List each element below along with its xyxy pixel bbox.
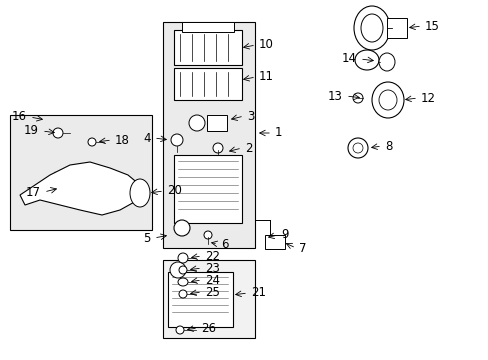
Ellipse shape: [371, 82, 403, 118]
Circle shape: [176, 326, 183, 334]
Text: 13: 13: [327, 90, 342, 103]
Text: 6: 6: [221, 238, 228, 251]
Bar: [174, 30, 242, 65]
Circle shape: [352, 143, 362, 153]
Circle shape: [178, 253, 187, 263]
Bar: [206, 115, 226, 131]
Text: 26: 26: [201, 321, 216, 334]
Bar: [163, 22, 254, 248]
Text: 1: 1: [274, 126, 282, 139]
Text: 4: 4: [143, 131, 151, 144]
Ellipse shape: [130, 179, 150, 207]
Circle shape: [88, 138, 96, 146]
Ellipse shape: [353, 6, 389, 50]
Circle shape: [171, 134, 183, 146]
Text: 2: 2: [244, 141, 252, 154]
Text: 17: 17: [26, 185, 41, 198]
Ellipse shape: [214, 157, 222, 165]
Text: 25: 25: [204, 285, 220, 298]
Bar: [264, 235, 285, 249]
Bar: [174, 68, 242, 100]
Text: 20: 20: [167, 184, 182, 198]
Circle shape: [53, 128, 63, 138]
Ellipse shape: [203, 231, 212, 239]
Circle shape: [174, 220, 190, 236]
Bar: [386, 18, 406, 38]
Polygon shape: [20, 162, 140, 215]
Bar: [10, 115, 152, 230]
Ellipse shape: [360, 14, 382, 42]
Circle shape: [347, 138, 367, 158]
Text: 23: 23: [204, 261, 220, 274]
Bar: [182, 22, 234, 32]
Ellipse shape: [378, 90, 396, 110]
Ellipse shape: [213, 143, 223, 153]
Text: 18: 18: [115, 134, 130, 147]
Text: 11: 11: [259, 71, 273, 84]
Ellipse shape: [378, 53, 394, 71]
Text: 7: 7: [298, 242, 306, 255]
Bar: [168, 272, 232, 327]
Text: 3: 3: [246, 109, 254, 122]
Ellipse shape: [170, 262, 185, 278]
Text: 12: 12: [420, 91, 435, 104]
Text: 24: 24: [204, 274, 220, 287]
Bar: [174, 155, 242, 223]
Text: 22: 22: [204, 249, 220, 262]
Text: 5: 5: [143, 231, 151, 244]
Bar: [163, 260, 254, 338]
Text: 21: 21: [250, 287, 265, 300]
Text: 16: 16: [12, 111, 27, 123]
Ellipse shape: [189, 115, 204, 131]
Circle shape: [179, 290, 186, 298]
Circle shape: [352, 93, 362, 103]
Text: 14: 14: [341, 53, 356, 66]
Text: 10: 10: [259, 39, 273, 51]
Text: 15: 15: [424, 19, 439, 32]
Text: 8: 8: [384, 139, 391, 153]
Circle shape: [179, 266, 186, 274]
Text: 19: 19: [24, 125, 39, 138]
Ellipse shape: [354, 50, 378, 70]
Text: 9: 9: [281, 229, 288, 242]
Ellipse shape: [178, 278, 187, 286]
